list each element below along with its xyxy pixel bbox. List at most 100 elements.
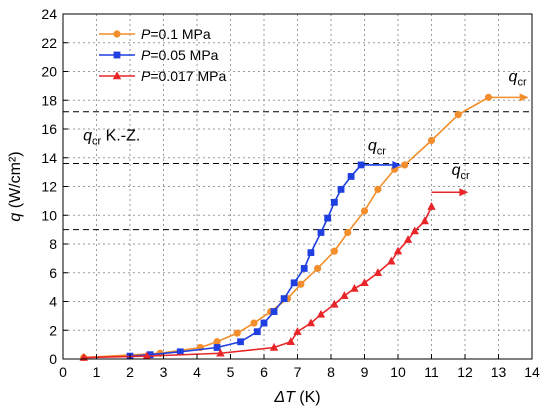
data-point (350, 283, 359, 292)
data-point (360, 207, 369, 215)
x-tick-label: 6 (260, 364, 268, 380)
data-point (290, 279, 298, 287)
data-point (293, 327, 302, 335)
q-cr-label: qcr K.-Z. (83, 128, 140, 148)
data-point (270, 308, 278, 315)
data-point (146, 351, 154, 359)
x-tick-label: 0 (59, 364, 67, 380)
data-point (297, 280, 305, 288)
data-point (317, 229, 325, 236)
y-axis-title: q (W/cm²) (7, 151, 24, 221)
y-tick-label: 10 (41, 207, 57, 223)
data-point (393, 246, 403, 255)
data-point (253, 328, 261, 336)
arrow-head (459, 188, 469, 197)
data-point (337, 185, 345, 193)
y-tick-label: 6 (49, 265, 57, 281)
axis-ticks: 0 1 2 3 4 5 6 7 8 9 10 11 12 13 1402468101214161820222… (41, 6, 540, 380)
data-point (307, 249, 315, 257)
x-tick-label: 13 (491, 364, 507, 380)
q-cr-label: qcr (509, 69, 527, 89)
data-point (306, 318, 316, 327)
data-point (454, 111, 462, 119)
data-point (233, 329, 241, 337)
x-tick-label: 7 (294, 364, 302, 380)
data-point (340, 291, 349, 299)
x-axis-title: ΔT (K) (273, 389, 320, 406)
x-tick-label: 11 (424, 364, 439, 380)
x-tick-label: 3 (160, 364, 168, 380)
data-point (427, 136, 436, 145)
legend-marker (113, 30, 121, 38)
x-tick-label: 2 (126, 364, 134, 380)
y-tick-label: 18 (41, 92, 57, 108)
data-point (142, 351, 151, 360)
data-point (403, 235, 413, 243)
data-point (387, 256, 396, 265)
legend: P=0.1 MPa P=0.05 MPa P=0.017 MPa (99, 26, 226, 84)
y-tick-label: 16 (41, 121, 57, 137)
data-point (260, 319, 268, 327)
y-tick-label: 4 (49, 294, 57, 310)
data-point (314, 264, 322, 273)
data-point (213, 338, 221, 346)
y-tick-label: 2 (49, 322, 57, 338)
legend-label: P=0.05 MPa (141, 47, 219, 63)
data-point (176, 348, 184, 356)
legend-label: P=0.017 MPa (141, 68, 226, 84)
y-tick-label: 14 (41, 150, 57, 166)
x-tick-label: 14 (524, 364, 540, 380)
y-tick-label: 24 (41, 6, 57, 22)
y-tick-label: 8 (49, 236, 57, 252)
x-tick-label: 5 (227, 364, 235, 380)
data-point (237, 338, 244, 346)
x-tick-label: 4 (193, 364, 201, 380)
x-tick-label: 10 (390, 364, 406, 380)
data-point (280, 295, 288, 303)
legend-marker (113, 51, 121, 59)
data-point (300, 265, 308, 272)
data-point (324, 214, 332, 222)
data-point (213, 344, 221, 351)
grid (63, 14, 532, 359)
data-point (410, 226, 419, 235)
reference-lines (63, 111, 532, 231)
annotations: qcr qcr qcr qcr K.-Z. (83, 69, 527, 182)
data-point (360, 278, 369, 287)
series-3 (79, 202, 436, 361)
y-tick-label: 20 (41, 64, 57, 80)
data-point (420, 216, 429, 225)
arrow-head (519, 93, 529, 102)
legend-entry-1: P=0.1 MPa (99, 26, 211, 42)
y-tick-label: 22 (41, 35, 57, 51)
data-point (344, 228, 352, 237)
y-tick-label: 12 (41, 179, 57, 195)
legend-marker (112, 71, 122, 80)
q-cr-label: qcr (368, 138, 386, 158)
x-tick-label: 8 (327, 364, 335, 380)
data-point (347, 173, 355, 180)
legend-label: P=0.1 MPa (141, 26, 211, 42)
data-point (374, 185, 382, 193)
x-tick-label: 12 (457, 364, 473, 380)
legend-entry-2: P=0.05 MPa (99, 47, 219, 63)
series-2 (126, 161, 365, 360)
data-point (330, 299, 339, 308)
data-point (216, 348, 225, 357)
legend-entry-3: P=0.017 MPa (99, 68, 226, 84)
x-tick-label: 1 (93, 364, 101, 380)
data-point (330, 247, 338, 255)
x-tick-label: 9 (361, 364, 369, 380)
y-tick-label: 0 (49, 351, 57, 367)
data-point (401, 161, 409, 169)
data-point (427, 202, 436, 210)
data-point (250, 319, 258, 327)
arrow-head (392, 160, 402, 169)
data-point (286, 337, 295, 345)
data-point (269, 342, 279, 351)
data-point (373, 268, 383, 276)
arrows-layer (361, 93, 529, 197)
data-point (330, 198, 338, 206)
